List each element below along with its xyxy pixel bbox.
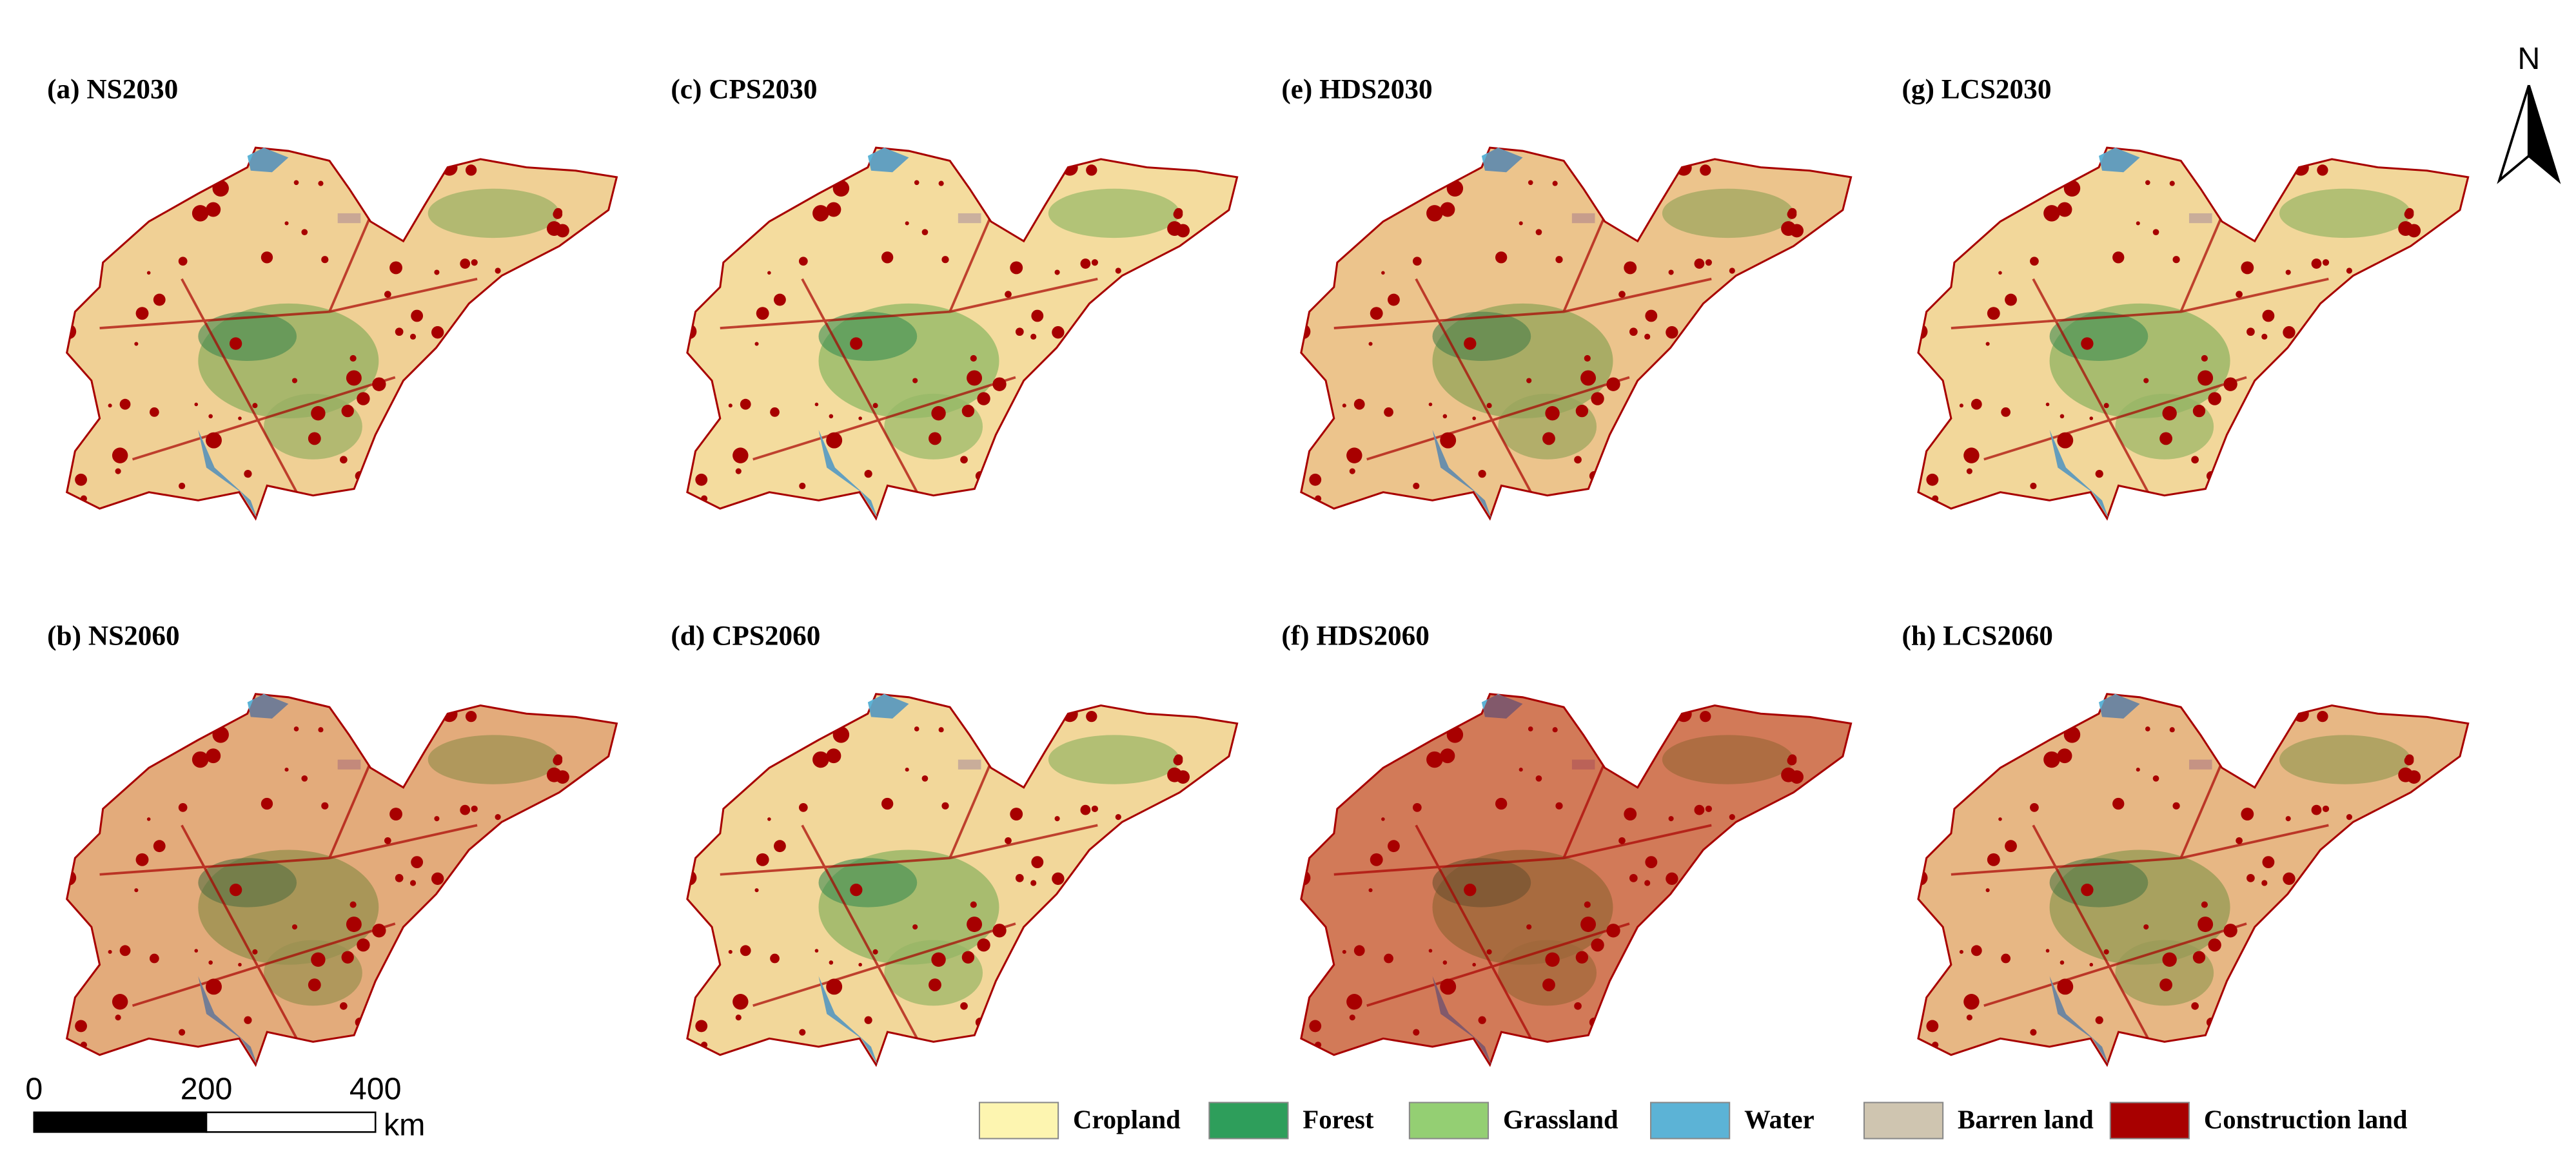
map-panel bbox=[50, 686, 625, 1071]
panel-label: (a) NS2030 bbox=[47, 74, 178, 105]
urban-density bbox=[1918, 694, 2468, 1065]
map-panels: (a) NS2030 (c) CPS2030 (e) HDS2030 (g) LCS2… bbox=[47, 74, 2476, 1071]
legend-label: Grassland bbox=[1503, 1105, 1618, 1134]
legend-swatch bbox=[2109, 1102, 2190, 1140]
map-panel bbox=[671, 139, 1245, 525]
legend-swatch bbox=[1863, 1102, 1944, 1140]
panel-label: (d) CPS2060 bbox=[671, 620, 820, 651]
urban-density bbox=[1301, 148, 1851, 519]
urban-overlay bbox=[1301, 694, 1851, 1065]
legend-swatch bbox=[1408, 1102, 1490, 1140]
panel-label: (c) CPS2030 bbox=[671, 74, 817, 105]
urban-density bbox=[1301, 694, 1851, 1065]
map-panel bbox=[671, 686, 1245, 1071]
map-panel bbox=[1284, 686, 1859, 1071]
scale-bar-black bbox=[33, 1111, 208, 1133]
urban-density bbox=[1918, 148, 2468, 519]
urban-overlay bbox=[1918, 694, 2468, 1065]
urban-density bbox=[687, 694, 1237, 1065]
urban-density bbox=[66, 694, 617, 1065]
legend-swatch bbox=[1650, 1102, 1731, 1140]
urban-density bbox=[687, 148, 1237, 519]
urban-overlay bbox=[687, 694, 1237, 1065]
urban-overlay bbox=[1918, 148, 2468, 519]
north-arrow: N bbox=[2497, 41, 2561, 184]
north-arrow-right bbox=[2527, 84, 2561, 184]
scale-bar-white bbox=[205, 1111, 377, 1133]
north-arrow-left bbox=[2497, 84, 2530, 184]
map-panel bbox=[1902, 139, 2477, 525]
legend-label: Barren land bbox=[1958, 1105, 2094, 1134]
scale-tick: 400 bbox=[349, 1071, 402, 1106]
legend: Cropland Forest Grassland Water Barren land C… bbox=[978, 1102, 2408, 1140]
panel-label: (f) HDS2060 bbox=[1281, 620, 1430, 651]
scale-tick: 200 bbox=[181, 1071, 233, 1106]
urban-overlay bbox=[1301, 148, 1851, 519]
legend-swatch bbox=[1208, 1102, 1289, 1140]
north-label: N bbox=[2517, 41, 2540, 76]
panel-label: (e) HDS2030 bbox=[1281, 74, 1432, 105]
panel-label: (g) LCS2030 bbox=[1902, 74, 2052, 105]
panel-label: (h) LCS2060 bbox=[1902, 620, 2053, 651]
scale-unit: km bbox=[384, 1107, 425, 1142]
map-panel bbox=[1284, 139, 1859, 525]
map-panel bbox=[50, 139, 625, 525]
urban-density bbox=[66, 148, 617, 519]
panel-label: (b) NS2060 bbox=[47, 620, 180, 651]
legend-label: Cropland bbox=[1073, 1105, 1181, 1134]
map-panel bbox=[1902, 686, 2477, 1071]
scale-bar: 0 200 400 km bbox=[25, 1071, 425, 1142]
legend-swatch bbox=[978, 1102, 1059, 1140]
scale-tick: 0 bbox=[25, 1071, 43, 1106]
urban-overlay bbox=[66, 694, 617, 1065]
legend-label: Forest bbox=[1303, 1105, 1373, 1134]
urban-overlay bbox=[687, 148, 1237, 519]
legend-label: Water bbox=[1744, 1105, 1814, 1134]
urban-overlay bbox=[66, 148, 617, 519]
legend-label: Construction land bbox=[2204, 1105, 2408, 1134]
